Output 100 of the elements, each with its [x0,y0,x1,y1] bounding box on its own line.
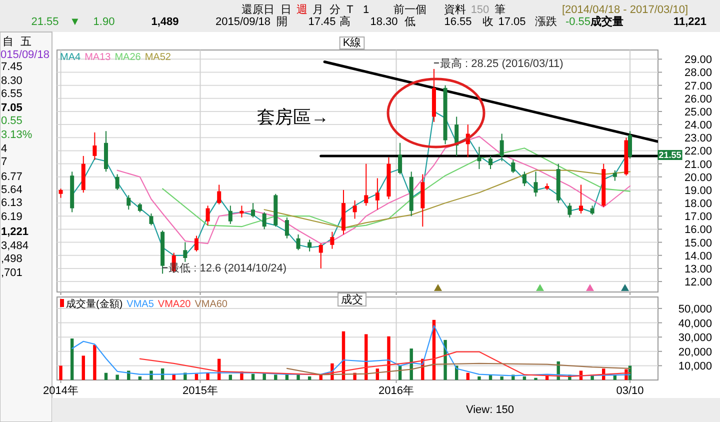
line-series [286,362,631,376]
y-tick-label: 23.00 [684,132,712,145]
text: MA26 [114,52,142,63]
text: 筆 [494,4,506,16]
candlestick [240,205,244,218]
bar [296,374,300,380]
bar [93,344,96,380]
candlestick [194,235,198,252]
y-tick-label: 20.00 [684,172,712,184]
bar [387,336,390,380]
candlestick [578,184,583,214]
y-tick-label: 29.00 [684,54,712,66]
text: T [346,4,354,16]
legend-label: 成交量(金額) [66,298,123,310]
bar [138,376,142,380]
bar [466,372,470,380]
text: 11,221 [673,16,707,28]
text: K線 [342,37,362,49]
text: 月 [312,4,324,16]
text: 前一個 [394,4,426,16]
bar [228,374,232,380]
candlestick [568,202,572,218]
text: MA52 [144,52,172,63]
text: 7.45 [1,61,22,73]
bar [206,372,210,380]
y-tick-label: 21.00 [684,158,712,171]
text: 資料 [444,3,466,16]
bar [70,338,74,380]
text: 8.30 [1,75,22,87]
line-series [264,170,631,228]
y-tick-label: 10,000 [678,360,712,373]
candlestick [296,234,300,251]
text: 6.13 [1,197,22,209]
bar [478,376,481,380]
candlestick [92,132,97,160]
candlestick [284,216,289,239]
line-series [139,351,631,377]
text: 3.13% [1,129,32,141]
y-tick-label: 26.00 [684,93,712,106]
text: VMA20 [158,299,192,310]
candlestick [217,184,222,205]
text: 21.55 [31,16,59,28]
text: 分 [330,4,340,16]
bar [522,376,526,380]
candlestick [58,188,63,198]
candlestick [352,200,357,220]
y-tick-label: 40,000 [678,318,712,330]
text: 17.45 [308,16,336,28]
text: 開 [276,16,288,28]
text: 2015/09/18 [215,16,271,28]
annotation: 成交 [341,293,363,306]
candlestick [251,202,256,218]
text: MA4 [60,52,81,63]
text: 6.77 [1,171,22,183]
candlestick [206,205,210,226]
text: 4 [1,143,8,155]
text: 1.90 [93,16,115,28]
x-tick-label: 03/10 [616,385,644,397]
y-tick-label: 25.00 [684,106,712,118]
text: 收 [482,16,494,28]
line-series [162,148,631,228]
text: VMA60 [194,299,228,310]
candlestick [398,142,402,175]
text: 週 [296,4,308,16]
text: 5.64 [1,184,22,196]
y-tick-label: 15.00 [684,237,712,250]
x-tick-label: 2016年 [378,385,414,397]
candlestick [488,155,493,170]
text: ,498 [1,253,22,265]
text: 自 [2,36,14,48]
bar [308,376,312,380]
candlestick [612,170,617,182]
text: View: 150 [466,404,514,416]
y-tick-label: 24.00 [684,120,712,132]
y-tick-label: 16.00 [684,224,712,236]
text: 0.55 [1,115,22,127]
bar [82,356,85,380]
text: 1,489 [151,16,179,28]
text: ,701 [1,267,22,279]
y-tick-label: 28.00 [684,67,712,80]
candlestick [628,130,632,160]
text: ▼ [70,16,80,28]
candlestick [318,243,323,269]
annotation: 套房區→ [257,107,329,127]
text: 7.05 [1,102,22,114]
y-tick-label: 22.00 [684,146,712,158]
bar [59,366,62,380]
candlestick [364,163,368,206]
y-tick-label: 20,000 [678,346,712,358]
candlestick [500,133,504,162]
bar [500,376,504,380]
annotation: 最高 : 28.25 (2016/03/11) [440,56,564,70]
text: -0.55 [565,16,591,28]
y-tick-label: 19.00 [684,184,712,197]
bar [116,374,119,380]
text: 17.05 [498,16,526,28]
y-tick-label: 12.00 [684,276,712,289]
text: 150 [470,4,490,16]
y-tick-label: 30,000 [678,332,712,344]
y-tick-label: 14.00 [684,250,712,262]
